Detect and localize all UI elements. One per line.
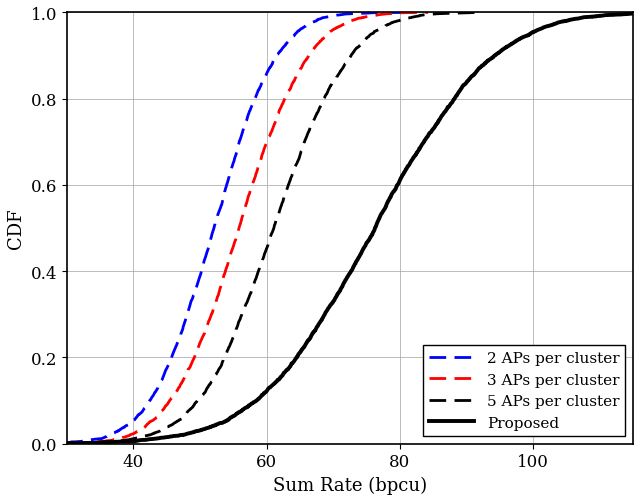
5 APs per cluster bbox=[67, 440, 75, 446]
Legend: 2 APs per cluster, 3 APs per cluster, 5 APs per cluster, Proposed: 2 APs per cluster, 3 APs per cluster, 5 … bbox=[422, 345, 625, 436]
3 APs per cluster bbox=[27, 440, 35, 446]
Y-axis label: CDF: CDF bbox=[7, 208, 25, 249]
5 APs per cluster bbox=[293, 161, 301, 167]
5 APs per cluster bbox=[218, 362, 225, 368]
5 APs per cluster bbox=[252, 276, 260, 282]
3 APs per cluster bbox=[256, 161, 264, 167]
5 APs per cluster bbox=[309, 120, 317, 126]
5 APs per cluster bbox=[325, 87, 333, 93]
Proposed bbox=[457, 87, 465, 93]
Proposed bbox=[406, 161, 414, 167]
2 APs per cluster bbox=[229, 161, 237, 167]
2 APs per cluster bbox=[255, 87, 263, 93]
Line: Proposed: Proposed bbox=[13, 14, 640, 443]
2 APs per cluster bbox=[47, 440, 55, 446]
Proposed bbox=[394, 182, 401, 188]
2 APs per cluster bbox=[223, 182, 230, 188]
Proposed bbox=[287, 362, 295, 368]
3 APs per cluster bbox=[187, 362, 195, 368]
Proposed bbox=[434, 120, 442, 126]
3 APs per cluster bbox=[286, 87, 294, 93]
Line: 2 APs per cluster: 2 APs per cluster bbox=[51, 14, 410, 443]
Proposed bbox=[10, 440, 17, 446]
2 APs per cluster bbox=[406, 11, 413, 17]
3 APs per cluster bbox=[220, 276, 227, 282]
Proposed bbox=[342, 276, 350, 282]
3 APs per cluster bbox=[424, 11, 432, 17]
3 APs per cluster bbox=[248, 182, 256, 188]
2 APs per cluster bbox=[242, 120, 250, 126]
5 APs per cluster bbox=[475, 11, 483, 17]
Line: 3 APs per cluster: 3 APs per cluster bbox=[31, 14, 428, 443]
3 APs per cluster bbox=[271, 120, 279, 126]
2 APs per cluster bbox=[164, 362, 172, 368]
Line: 5 APs per cluster: 5 APs per cluster bbox=[71, 14, 479, 443]
X-axis label: Sum Rate (bpcu): Sum Rate (bpcu) bbox=[273, 476, 427, 494]
5 APs per cluster bbox=[284, 182, 292, 188]
2 APs per cluster bbox=[195, 276, 203, 282]
